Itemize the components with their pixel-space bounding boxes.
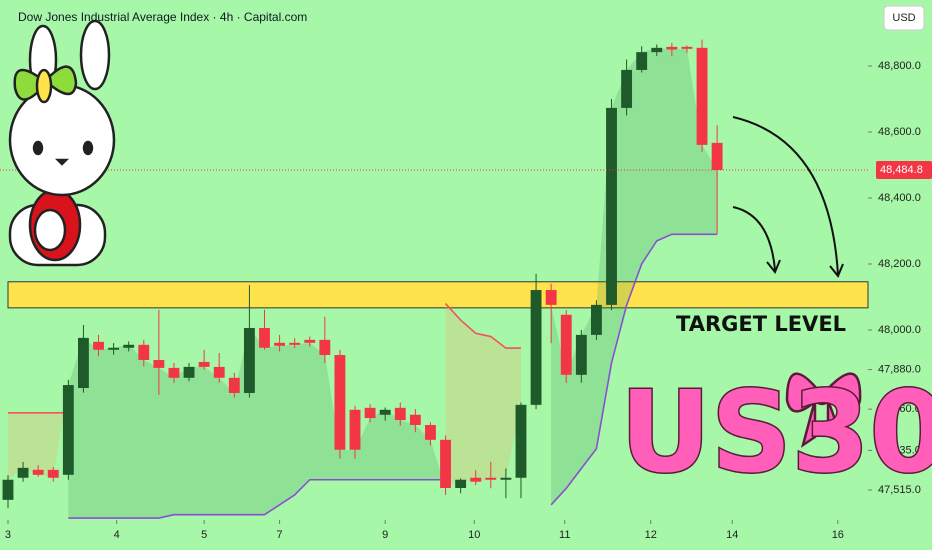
- candle-body: [78, 337, 89, 389]
- y-tick-label: 48,400.0: [878, 192, 921, 204]
- x-tick-label: 14: [726, 529, 738, 541]
- x-tick-label: 16: [832, 529, 844, 541]
- candle-body: [32, 469, 44, 475]
- y-tick-label: 48,000.0: [878, 324, 921, 336]
- candle-body: [168, 367, 180, 378]
- y-tick-label: 48,800.0: [878, 60, 921, 72]
- candle-body: [470, 477, 482, 482]
- chart-title: Dow Jones Industrial Average Index · 4h …: [18, 10, 307, 24]
- candle-body: [153, 359, 165, 368]
- trail-area: [445, 303, 521, 488]
- x-tick-label: 10: [468, 529, 480, 541]
- arrows: [732, 116, 844, 278]
- x-tick-label: 7: [277, 529, 283, 541]
- candle-body: [575, 334, 587, 375]
- x-tick-label: 12: [645, 529, 657, 541]
- candle-body: [17, 467, 29, 478]
- candle-body: [425, 424, 436, 440]
- candle-body: [319, 339, 331, 356]
- candle-body: [530, 290, 542, 405]
- annotation: TARGET LEVEL: [676, 312, 846, 336]
- y-tick-label: 47,635.0: [878, 444, 921, 456]
- candle-body: [606, 107, 617, 305]
- candle-body: [213, 366, 225, 378]
- candle-body: [621, 69, 633, 108]
- candle-body: [228, 377, 240, 393]
- x-tick-label: 11: [559, 529, 570, 541]
- candle-body: [198, 361, 210, 367]
- x-tick-label: 9: [382, 529, 388, 541]
- candle-body: [138, 344, 150, 360]
- candle-body: [515, 404, 527, 478]
- trail-line: [68, 478, 446, 519]
- x-tick-label: 4: [114, 529, 120, 541]
- bunny-sticker: [8, 19, 116, 267]
- candle-body: [289, 342, 301, 345]
- candle-body: [500, 477, 512, 480]
- y-tick-label: 48,600.0: [878, 126, 921, 138]
- candle-body: [93, 341, 104, 350]
- candle-body: [108, 347, 120, 350]
- trail-area: [7, 385, 69, 480]
- candle-body: [364, 407, 376, 419]
- last-price-label: 48,484.8: [880, 164, 923, 176]
- candle-body: [123, 344, 135, 348]
- candle-body: [304, 339, 316, 343]
- trail-area: [68, 327, 446, 519]
- candle-body: [183, 366, 195, 378]
- candle-body: [243, 327, 255, 393]
- y-tick-label: 47,760.0: [878, 403, 921, 415]
- candle-body: [440, 439, 451, 488]
- y-tick-label: 48,200.0: [878, 258, 921, 270]
- candle-body: [636, 52, 648, 70]
- candle-body: [666, 46, 678, 50]
- candle-body: [590, 304, 602, 335]
- candle-body: [349, 409, 361, 450]
- candle-body: [560, 314, 572, 375]
- x-tick-label: 5: [201, 529, 207, 541]
- bow: [785, 372, 862, 448]
- candle-body: [2, 479, 14, 500]
- candle-body: [379, 409, 391, 415]
- candle-body: [334, 355, 346, 450]
- logo-text: US30: [620, 368, 932, 498]
- trail-area: [551, 47, 718, 505]
- trail-line: [444, 303, 521, 349]
- last-price-box: [876, 160, 932, 179]
- y-tick-label: 47,880.0: [878, 363, 921, 375]
- x-tick-label: 3: [5, 529, 11, 541]
- candle-body: [409, 414, 421, 425]
- currency: USD: [892, 12, 915, 24]
- candle-body: [711, 142, 723, 170]
- currency-box[interactable]: [883, 5, 925, 31]
- plot-area: 48,800.0 48,600.0 48,400.0 48,200.0 48,000.0…: [0, 39, 932, 541]
- candle-body: [545, 290, 557, 305]
- candle-body: [394, 407, 406, 421]
- candle-body: [62, 385, 74, 475]
- candle-body: [47, 469, 59, 478]
- candle-body: [485, 477, 497, 480]
- candle-body: [651, 47, 663, 53]
- candle-body: [681, 46, 693, 49]
- candle-body: [696, 47, 708, 145]
- target-zone: [7, 281, 869, 309]
- trail-line: [550, 233, 718, 506]
- candle-body: [259, 327, 270, 348]
- candle-body: [274, 342, 286, 346]
- candle-body: [455, 479, 467, 488]
- y-tick-label: 47,515.0: [878, 484, 921, 496]
